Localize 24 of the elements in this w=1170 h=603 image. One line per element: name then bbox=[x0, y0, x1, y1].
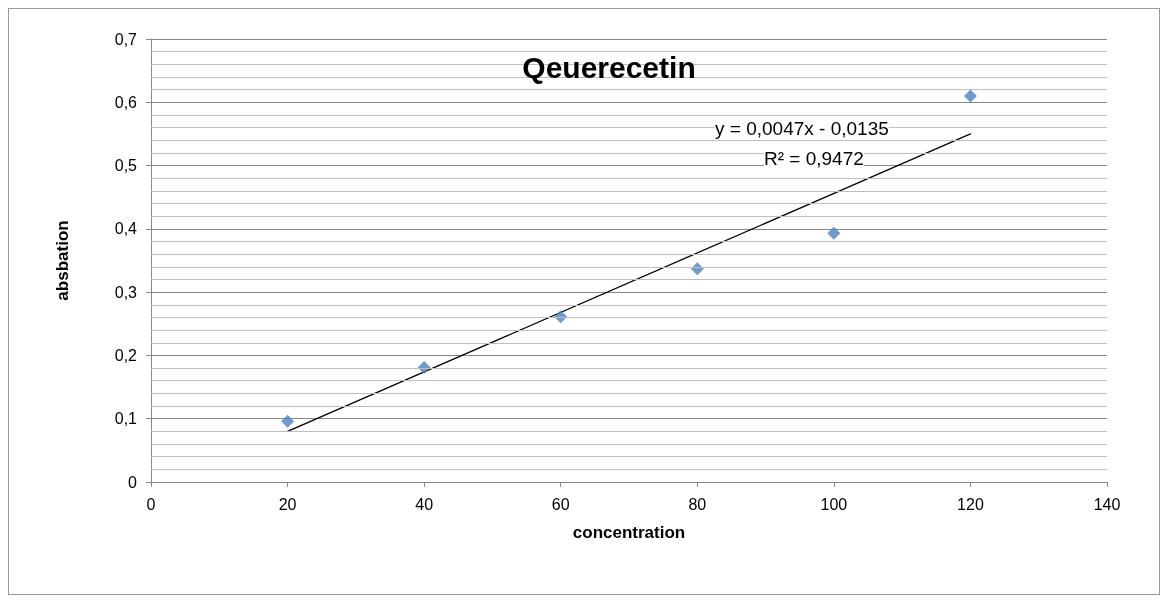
x-tick-label: 140 bbox=[1093, 495, 1121, 513]
x-tick-label: 60 bbox=[551, 495, 570, 513]
y-tick-label: 0,6 bbox=[114, 93, 138, 111]
annotation: R² = 0,9472 bbox=[764, 148, 864, 169]
x-tick-label: 80 bbox=[688, 495, 707, 513]
y-tick-label: 0,3 bbox=[114, 283, 138, 301]
y-tick-label: 0,2 bbox=[114, 346, 138, 364]
point bbox=[281, 414, 295, 428]
x-tick-label: 20 bbox=[278, 495, 297, 513]
x-tick-label: 120 bbox=[957, 495, 984, 513]
y-tick-label: 0,7 bbox=[114, 30, 138, 48]
x-tick-label: 40 bbox=[415, 495, 434, 513]
point bbox=[827, 226, 841, 240]
y-axis-title: absbation bbox=[53, 220, 72, 301]
y-tick-label: 0 bbox=[128, 473, 138, 491]
y-tick-label: 0,5 bbox=[114, 157, 138, 175]
chart-title: Qeuerecetin bbox=[522, 50, 696, 84]
x-tick-label: 100 bbox=[820, 495, 848, 513]
x-tick-label: 0 bbox=[146, 495, 156, 513]
y-tick-label: 0,1 bbox=[114, 410, 138, 428]
point bbox=[963, 89, 977, 103]
y-tick-label: 0,4 bbox=[114, 220, 138, 238]
annotation: y = 0,0047x - 0,0135 bbox=[715, 118, 889, 139]
x-axis-title: concentration bbox=[572, 523, 686, 542]
